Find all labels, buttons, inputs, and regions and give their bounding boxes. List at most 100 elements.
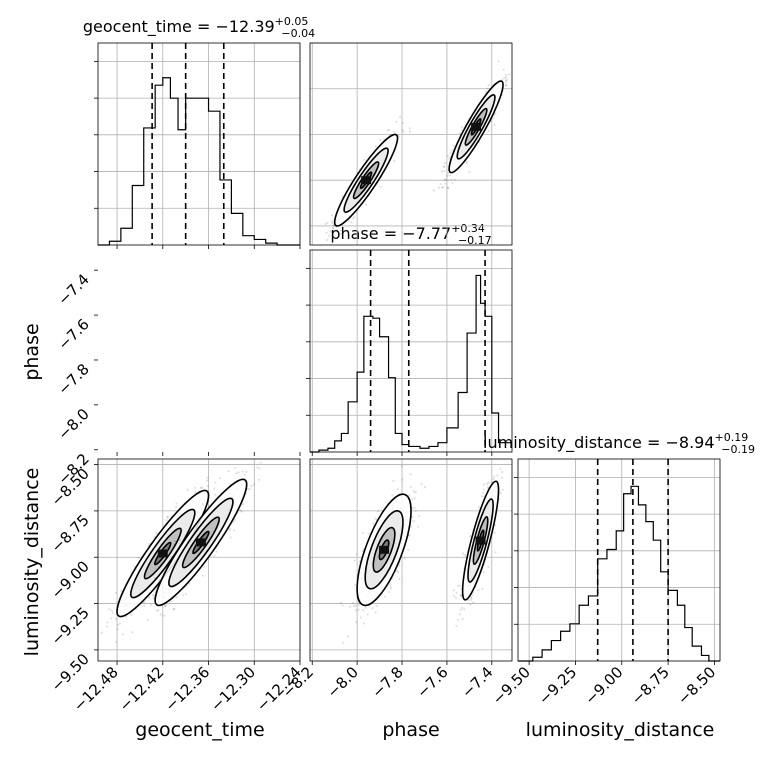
scatter-point [153,536,156,539]
scatter-point [215,550,218,553]
scatter-point [147,596,151,599]
scatter-point [463,607,466,611]
scatter-point [482,483,486,486]
scatter-point [165,604,168,607]
scatter-point [408,494,411,497]
scatter-point [155,532,158,535]
scatter-point [329,230,332,233]
scatter-point [499,467,502,470]
scatter-point [248,488,251,491]
scatter-point [265,444,267,446]
scatter-point [470,597,473,600]
scatter-point [353,559,356,562]
scatter-point [377,510,380,513]
scatter-point [497,456,499,458]
scatter-point [201,574,204,577]
scatter-point [444,178,447,181]
scatter-point [332,231,335,234]
scatter-point [408,127,411,130]
scatter-point [228,527,232,530]
scatter-point [339,601,342,604]
scatter-point [173,540,177,543]
axes-frame [309,249,513,453]
scatter-point [501,488,504,492]
scatter-point [446,179,450,182]
scatter-point [472,601,475,604]
scatter-point [410,525,413,528]
scatter-point [335,229,338,232]
scatter-point [331,221,334,224]
scatter-point [504,79,508,82]
scatter-point [359,616,362,619]
scatter-point [328,234,331,237]
scatter-point [94,661,96,663]
scatter-point [206,476,209,479]
scatter-point [504,73,507,76]
scatter-point [443,169,446,173]
scatter-point [501,78,504,81]
scatter-point [163,605,166,608]
scatter-point [173,543,176,547]
scatter-point [397,134,401,138]
scatter-point [339,229,342,232]
scatter-point [362,609,365,612]
scatter-points [324,60,517,241]
scatter-point [515,64,517,66]
scatter-point [119,589,123,592]
scatter-point [206,484,209,488]
scatter-point [115,640,118,644]
x-tick-label: −12.42 [116,663,168,715]
scatter-point [213,487,216,490]
scatter-point [451,181,454,185]
scatter-point [157,608,160,612]
scatter-point [454,596,457,599]
scatter-point [355,609,358,612]
scatter-point [256,466,259,469]
y-tick-label: −7.6 [54,315,92,353]
scatter-point [480,495,484,498]
scatter-point [353,583,356,587]
scatter-point [459,132,462,135]
scatter-point [363,158,366,162]
scatter-point [452,589,455,592]
scatter-point [331,220,334,223]
scatter-point [200,486,204,489]
scatter-point [146,618,149,622]
scatter-point [390,587,393,590]
scatter-point [172,608,175,611]
density-peak [195,538,206,547]
scatter-point [502,68,505,71]
x-tick-label: −8.50 [674,663,719,708]
x-axis-label-phase: phase [382,719,439,741]
histogram-luminosity_distance [514,458,721,662]
histogram-step [98,77,300,246]
scatter-point [417,525,420,528]
scatter-point [461,606,464,609]
scatter-point [364,606,367,609]
scatter-point [459,584,462,587]
density-peak [471,122,482,131]
scatter-point [450,178,453,181]
scatter-point [393,159,396,163]
x-tick-label: −9.25 [535,663,580,708]
scatter-point [153,576,156,580]
scatter-point [199,486,203,489]
scatter-point [375,604,378,608]
scatter-point [228,529,231,532]
scatter-point [218,476,221,479]
scatter-point [386,129,389,132]
scatter-point [455,624,458,627]
scatter-point [379,138,382,141]
scatter-point [403,557,406,560]
scatter-point [481,587,484,591]
scatter-point [201,503,205,506]
scatter-point [478,506,481,509]
scatter-point [461,617,464,621]
scatter-point [326,221,329,225]
histogram-step [518,485,720,662]
scatter-point [366,613,369,616]
scatter-point [482,492,485,495]
scatter-point [459,594,463,597]
axes-frame [97,42,301,246]
y-tick-label: −8.0 [54,405,92,443]
